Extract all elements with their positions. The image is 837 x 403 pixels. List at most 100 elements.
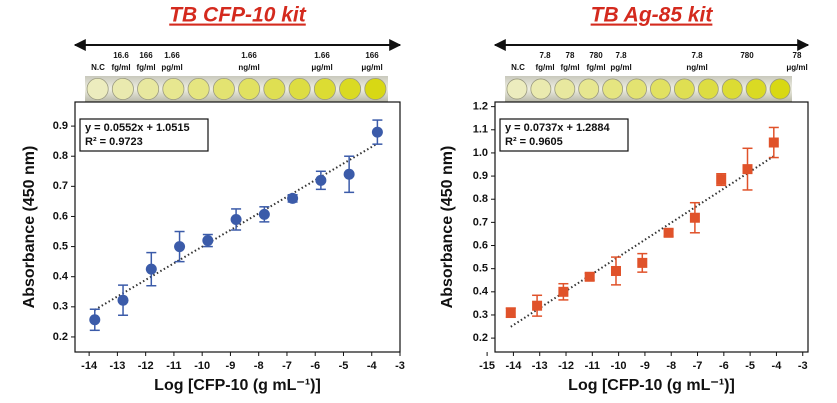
x-tick-label: -13 <box>109 360 125 372</box>
y-tick-label: 0.5 <box>53 240 68 252</box>
point <box>637 257 648 268</box>
y-tick-label: 0.4 <box>53 271 69 283</box>
x-tick-label: -8 <box>254 360 264 372</box>
point <box>716 174 727 185</box>
well <box>212 77 235 101</box>
well <box>137 77 160 101</box>
well-concentration: 7.8 <box>539 51 551 60</box>
x-tick-label: -9 <box>226 360 236 372</box>
well-concentration: 780 <box>740 51 754 60</box>
well <box>313 77 336 101</box>
x-tick-label: -5 <box>745 360 755 372</box>
x-tick-label: -13 <box>532 360 548 372</box>
point <box>287 192 299 204</box>
point <box>371 126 383 138</box>
well <box>602 78 624 100</box>
well <box>86 77 109 101</box>
well-concentration: 7.8 <box>691 51 703 60</box>
well-concentration: 1.66 <box>241 51 257 60</box>
well <box>626 78 647 100</box>
x-tick-label: -14 <box>81 360 98 372</box>
well-concentration: 78 <box>566 51 575 60</box>
y-tick-label: 0.6 <box>473 239 488 251</box>
well <box>530 78 552 100</box>
y-tick-label: 1.0 <box>473 147 488 159</box>
y-tick-label: 1.1 <box>473 124 488 136</box>
y-tick-label: 0.7 <box>473 216 488 228</box>
well-concentration: 166 <box>139 51 153 60</box>
x-tick-label: -9 <box>640 360 650 372</box>
point <box>610 265 621 276</box>
y-tick-label: 1.2 <box>473 101 488 113</box>
well-concentration: 7.8 <box>615 51 627 60</box>
y-tick-label: 0.9 <box>53 120 68 132</box>
point <box>742 164 753 175</box>
fit-line <box>510 155 775 328</box>
well <box>111 77 134 101</box>
x-tick-label: -12 <box>558 360 574 372</box>
point <box>532 300 543 311</box>
x-tick-label: -7 <box>282 360 292 372</box>
equation-box <box>79 118 209 152</box>
x-tick-label: -6 <box>719 360 729 372</box>
well-unit: μg/ml <box>786 63 807 72</box>
plot-frame <box>74 101 401 353</box>
equation-box <box>499 118 629 152</box>
chart-title: TB Ag-85 kit <box>591 4 714 27</box>
well <box>506 78 528 100</box>
well <box>769 78 791 100</box>
x-tick-label: -5 <box>339 360 349 372</box>
well-unit: fg/ml <box>560 63 579 72</box>
y-tick-label: 0.8 <box>53 150 68 162</box>
x-tick-label: -3 <box>798 360 808 372</box>
well <box>745 78 767 100</box>
y-tick-label: 0.3 <box>53 301 68 313</box>
x-tick-label: -11 <box>585 360 600 372</box>
point <box>230 213 242 225</box>
y-tick-label: 0.2 <box>473 332 488 344</box>
chart-title: TB CFP-10 kit <box>169 4 307 27</box>
well <box>673 78 695 100</box>
well-unit: ng/ml <box>686 63 707 72</box>
x-axis-title: Log [CFP-10 (g mL⁻¹)] <box>154 377 321 394</box>
y-tick-label: 0.8 <box>473 193 488 205</box>
x-tick-label: -14 <box>505 360 522 372</box>
equation: y = 0.0552x + 1.0515 <box>85 122 190 134</box>
well-unit: N.C <box>91 63 105 72</box>
well-unit: μg/ml <box>361 63 382 72</box>
well <box>697 78 719 100</box>
point <box>117 294 129 306</box>
x-tick-label: -8 <box>666 360 676 372</box>
well-unit: ng/ml <box>238 63 259 72</box>
point <box>258 208 270 220</box>
y-tick-label: 0.9 <box>473 170 488 182</box>
well <box>578 78 600 100</box>
y-tick-label: 0.3 <box>473 309 488 321</box>
fit-line <box>94 142 378 311</box>
point <box>174 241 186 253</box>
y-tick-label: 0.2 <box>53 331 68 343</box>
point <box>663 227 674 238</box>
well-concentration: 16.6 <box>113 51 129 60</box>
well-strip <box>505 76 792 102</box>
well <box>162 77 185 101</box>
y-axis-title: Absorbance (450 nm) <box>439 146 456 309</box>
well-unit: μg/ml <box>311 63 332 72</box>
well-concentration: 78 <box>793 51 802 60</box>
well-unit: fg/ml <box>535 63 554 72</box>
point <box>343 168 355 180</box>
well-concentration: 780 <box>589 51 603 60</box>
y-axis-title: Absorbance (450 nm) <box>21 146 38 309</box>
well-strip <box>85 76 388 102</box>
well-concentration: 166 <box>365 51 379 60</box>
x-tick-label: -4 <box>772 360 783 372</box>
well <box>339 77 362 101</box>
point <box>315 174 327 186</box>
x-tick-label: -11 <box>166 360 181 372</box>
y-tick-label: 0.4 <box>473 286 489 298</box>
well <box>187 77 210 101</box>
point <box>202 235 214 247</box>
x-tick-label: -10 <box>194 360 210 372</box>
point <box>584 271 595 282</box>
